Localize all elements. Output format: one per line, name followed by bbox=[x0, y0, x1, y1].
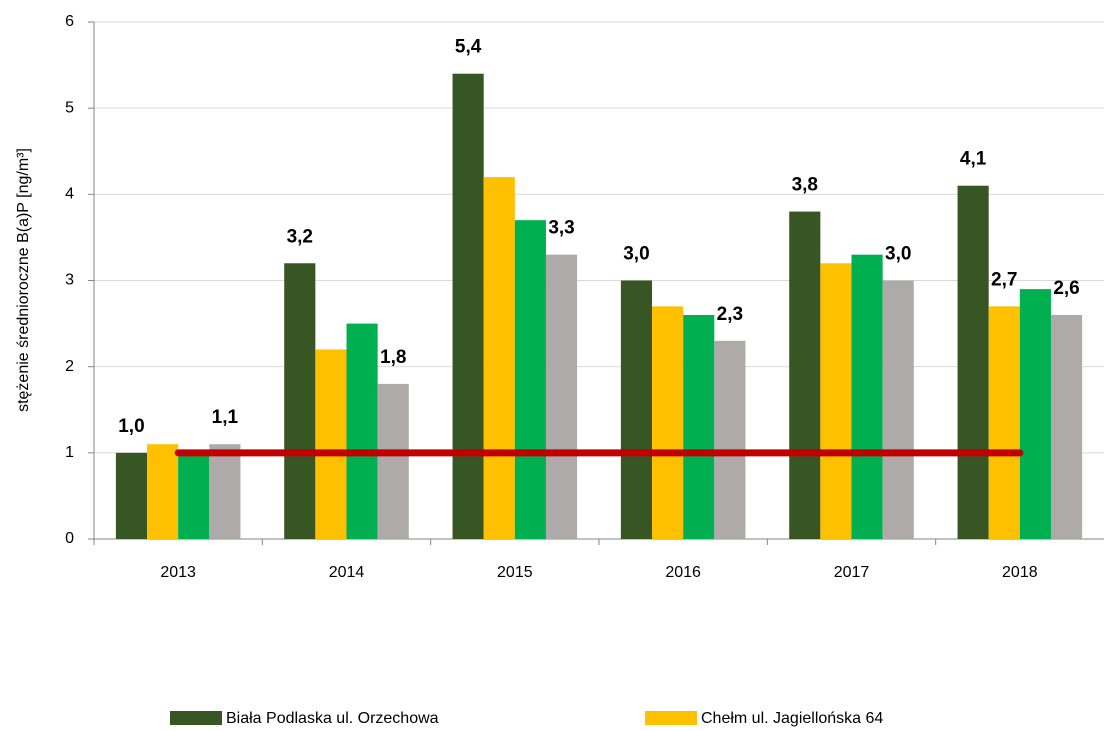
x-tick-label: 2014 bbox=[329, 564, 365, 581]
y-tick-label: 3 bbox=[65, 272, 74, 289]
bar bbox=[315, 349, 347, 539]
bar bbox=[178, 452, 210, 539]
bar bbox=[620, 280, 653, 539]
bar bbox=[545, 254, 578, 539]
y-tick-label: 2 bbox=[65, 358, 74, 375]
value-label: 4,1 bbox=[960, 149, 987, 170]
y-tick-label: 4 bbox=[65, 186, 74, 203]
bar bbox=[683, 314, 715, 539]
legend-label: Biała Podlaska ul. Orzechowa bbox=[226, 710, 439, 727]
bar bbox=[652, 306, 684, 539]
bar bbox=[882, 280, 914, 539]
value-label: 3,8 bbox=[792, 175, 818, 196]
value-label: 3,3 bbox=[548, 218, 574, 239]
value-label: 1,8 bbox=[380, 347, 406, 368]
bar bbox=[851, 254, 883, 539]
value-label: 5,4 bbox=[455, 37, 482, 58]
y-tick-label: 5 bbox=[65, 99, 74, 116]
bar bbox=[789, 211, 821, 540]
legend-swatch bbox=[170, 711, 222, 725]
legend-label: Chełm ul. Jagiellońska 64 bbox=[701, 710, 883, 727]
y-tick-label: 6 bbox=[65, 13, 74, 30]
bar bbox=[452, 73, 484, 539]
bar bbox=[1050, 314, 1083, 539]
bar bbox=[820, 263, 852, 539]
value-label: 3,0 bbox=[885, 244, 911, 265]
y-axis-title: stężenie średnioroczne B(a)P [ng/m³] bbox=[15, 148, 32, 412]
bar bbox=[115, 452, 148, 539]
value-label: 2,6 bbox=[1053, 278, 1079, 299]
x-tick-label: 2013 bbox=[160, 564, 196, 581]
x-tick-label: 2017 bbox=[834, 564, 870, 581]
bar bbox=[514, 220, 546, 539]
bar bbox=[988, 306, 1020, 539]
bar bbox=[714, 340, 746, 539]
bar bbox=[957, 185, 989, 539]
bar bbox=[483, 177, 515, 539]
value-label: 2,3 bbox=[717, 304, 743, 325]
value-label: 2,7 bbox=[991, 269, 1017, 290]
value-label: 1,0 bbox=[118, 416, 144, 437]
legend-swatch bbox=[645, 711, 697, 725]
y-tick-label: 0 bbox=[65, 530, 74, 547]
value-label: 3,2 bbox=[287, 226, 313, 247]
bar bbox=[284, 263, 316, 539]
value-label: 1,1 bbox=[212, 407, 239, 428]
x-tick-label: 2018 bbox=[1002, 564, 1038, 581]
bar bbox=[1019, 289, 1051, 539]
y-tick-label: 1 bbox=[65, 444, 74, 461]
bar bbox=[209, 444, 241, 539]
value-label: 3,0 bbox=[623, 244, 649, 265]
x-tick-label: 2016 bbox=[665, 564, 701, 581]
bar bbox=[147, 444, 179, 539]
x-tick-label: 2015 bbox=[497, 564, 533, 581]
bar bbox=[346, 323, 378, 539]
bar bbox=[377, 383, 409, 539]
